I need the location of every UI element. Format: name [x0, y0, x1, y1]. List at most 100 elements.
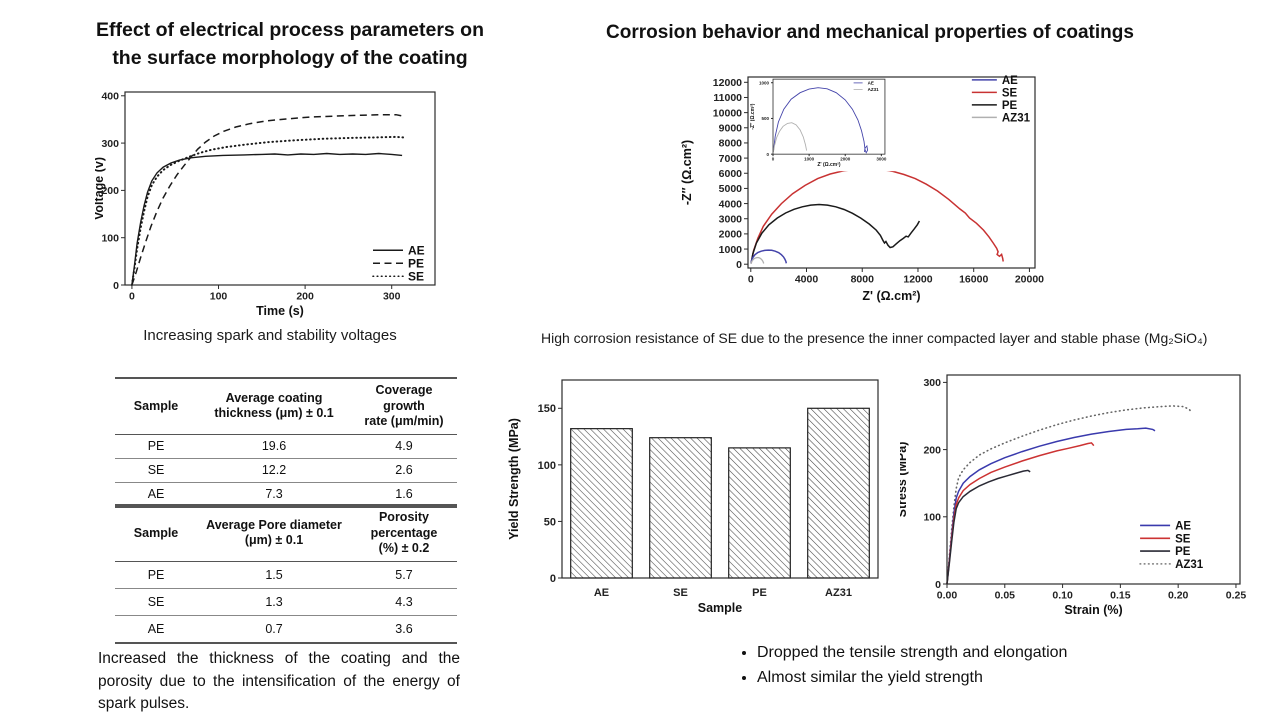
legend-label-AZ31: AZ31: [868, 87, 880, 92]
y-tick-label: 2000: [719, 229, 743, 241]
x-tick-label: 100: [210, 291, 228, 303]
cell-value: 4.9: [395, 439, 413, 454]
cell-value: 19.6: [261, 439, 287, 454]
coating-thickness-table: Sample Average coating thickness (μm) ± …: [115, 377, 457, 508]
y-tick-label: 0: [113, 280, 119, 292]
cell-sample: AE: [147, 487, 165, 502]
table-row: SE 1.3 4.3: [115, 588, 457, 616]
nyquist-impedance-chart: 0 4000 8000 12000 16000 20000 0 1000 2000 3000 400…: [680, 65, 1060, 320]
x-tick-label: 0.20: [1168, 590, 1189, 602]
stress-strain-chart: 0.00 0.05 0.10 0.15 0.20 0.25 0 100 200 300 Strain…: [900, 368, 1255, 618]
cell-value: 4.3: [395, 594, 413, 609]
y-tick-label: 6000: [719, 168, 743, 180]
y-tick-label: 0: [550, 573, 556, 585]
series-AE: [946, 427, 1156, 585]
x-tick-label: 0: [129, 291, 135, 303]
y-tick-label: 150: [538, 403, 556, 415]
y-tick-label: 4000: [719, 198, 743, 210]
series-SE: [946, 442, 1095, 585]
series-AZ31: [946, 405, 1193, 585]
plot-frame: [946, 374, 1241, 585]
left-conclusion-note: Increased the thickness of the coating a…: [98, 650, 460, 712]
cell-sample: PE: [147, 439, 165, 454]
y-axis-label: -Z″ (Ω.cm²): [750, 103, 756, 129]
y-tick-label: 100: [923, 512, 941, 524]
table-header-row: Sample Average Pore diameter (μm) ± 0.1 …: [115, 505, 457, 562]
column-header: Sample: [115, 505, 198, 562]
cell-value: 1.3: [265, 594, 283, 609]
right-panel-title: Corrosion behavior and mechanical proper…: [606, 22, 1134, 43]
table-row: SE 12.2 2.6: [115, 458, 457, 483]
cell-value: 1.5: [265, 567, 283, 582]
x-tick-label: 12000: [903, 274, 932, 286]
y-tick-label: 7000: [719, 153, 743, 165]
series-PE: [750, 203, 921, 264]
x-tick-label: 0.15: [1110, 590, 1131, 602]
legend-label-AE: AE: [1002, 75, 1018, 87]
cell-value: 7.3: [265, 487, 283, 502]
y-tick-label: 5000: [719, 183, 743, 195]
column-header: Sample: [115, 378, 198, 435]
x-axis-label: Strain (%): [1064, 603, 1122, 617]
x-tick-label: 4000: [795, 274, 819, 286]
bar-SE: [649, 437, 712, 579]
table-row: PE 19.6 4.9: [115, 434, 457, 459]
cell-value: 2.6: [395, 463, 413, 478]
y-axis-label: Stress (MPa): [900, 442, 909, 518]
y-tick-label: 500: [761, 116, 769, 121]
cell-value: 0.7: [265, 621, 283, 636]
y-tick-label: 0: [736, 259, 742, 271]
series-AZ31: [772, 122, 808, 153]
y-tick-label: 300: [101, 138, 119, 150]
column-header: Coverage growth rate (μm/min): [350, 378, 457, 435]
x-tick-label: 1000: [804, 157, 815, 162]
porosity-table: Sample Average Pore diameter (μm) ± 0.1 …: [115, 504, 457, 644]
voltage-time-svg: 0 100 200 300 0 100 200 300 400 Time (s) Voltage (…: [95, 91, 436, 318]
bullet-item: Almost similar the yield strength: [757, 665, 1135, 690]
y-tick-label: 12000: [713, 77, 742, 89]
y-tick-label: 50: [544, 516, 556, 528]
series-SE: [750, 167, 1004, 264]
cell-value: 1.6: [395, 487, 413, 502]
y-tick-label: 9000: [719, 123, 743, 135]
series-PE: [131, 113, 404, 286]
y-tick-label: 100: [101, 232, 119, 244]
column-header: Average Pore diameter (μm) ± 0.1: [197, 505, 351, 562]
cell-value: 12.2: [261, 463, 287, 478]
yield-strength-svg: AE SE PE AZ31 0 50 100 150 Sample Yield Strength …: [507, 379, 879, 615]
series-AE: [131, 152, 403, 286]
legend-label-PE: PE: [408, 257, 424, 271]
x-axis-label: Time (s): [256, 304, 304, 318]
y-tick-label: 0: [766, 152, 769, 157]
legend-label-AE: AE: [1175, 521, 1191, 533]
y-tick-label: 8000: [719, 138, 743, 150]
x-tick-label: AE: [594, 587, 609, 599]
series-SE: [130, 135, 404, 286]
y-tick-label: 0: [935, 579, 941, 591]
plot-frame: [772, 78, 886, 155]
y-tick-label: 10000: [713, 107, 742, 119]
plot-frame: [561, 379, 879, 579]
y-tick-label: 100: [538, 460, 556, 472]
table-header-row: Sample Average coating thickness (μm) ± …: [115, 378, 457, 435]
legend-label-SE: SE: [1002, 88, 1018, 100]
x-tick-label: 8000: [851, 274, 875, 286]
bar-PE: [728, 447, 791, 579]
y-tick-label: 11000: [713, 92, 742, 104]
legend-label-AE: AE: [868, 81, 874, 86]
y-tick-label: 200: [101, 185, 119, 197]
bar-AE: [570, 428, 633, 579]
x-tick-label: SE: [673, 587, 688, 599]
stress-strain-svg: 0.00 0.05 0.10 0.15 0.20 0.25 0 100 200 300 Strain…: [900, 374, 1246, 617]
x-tick-label: 0.10: [1052, 590, 1073, 602]
left-panel-title: Effect of electrical process parameters …: [96, 19, 484, 69]
inset-background: [750, 78, 895, 172]
series-PE: [946, 469, 1031, 585]
y-tick-label: 200: [923, 444, 941, 456]
y-axis-label: -Z″ (Ω.cm²): [680, 140, 694, 205]
cell-sample: SE: [147, 594, 165, 609]
legend-label-SE: SE: [408, 270, 424, 284]
y-tick-label: 1000: [719, 244, 743, 256]
cell-value: 5.7: [395, 567, 413, 582]
